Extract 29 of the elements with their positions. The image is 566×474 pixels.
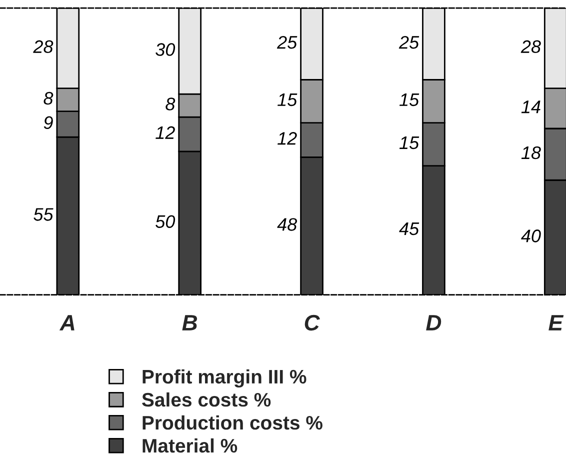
legend-label: Sales costs % <box>142 392 271 407</box>
data-label: 55 <box>34 208 54 221</box>
data-label: 25 <box>276 36 298 49</box>
data-label: 30 <box>156 43 176 56</box>
x-tick-label: C <box>304 314 320 331</box>
data-label: 50 <box>156 215 176 228</box>
data-label: 15 <box>399 94 420 106</box>
data-label: 12 <box>278 132 297 145</box>
data-label: 28 <box>33 40 54 54</box>
x-tick-label: B <box>182 315 198 330</box>
data-label: 48 <box>277 218 298 231</box>
legend-label: Profit margin III % <box>142 369 306 388</box>
data-label: 45 <box>399 222 420 236</box>
data-label: 28 <box>520 40 541 54</box>
legend-label: Material % <box>142 438 238 453</box>
data-label: 9 <box>44 116 53 130</box>
data-label: 8 <box>166 98 176 110</box>
data-label: 25 <box>398 36 420 49</box>
data-label: 15 <box>278 94 298 106</box>
legend-label: Production costs % <box>142 415 322 430</box>
data-label: 18 <box>521 146 541 160</box>
x-tick-label: E <box>548 315 564 330</box>
data-label: 14 <box>521 100 540 114</box>
data-label: 8 <box>44 92 54 105</box>
data-label: 15 <box>399 136 420 150</box>
x-tick-label: D <box>426 315 442 330</box>
data-label: 12 <box>156 126 175 139</box>
x-tick-label: A <box>59 315 74 330</box>
data-label: 40 <box>521 230 541 242</box>
